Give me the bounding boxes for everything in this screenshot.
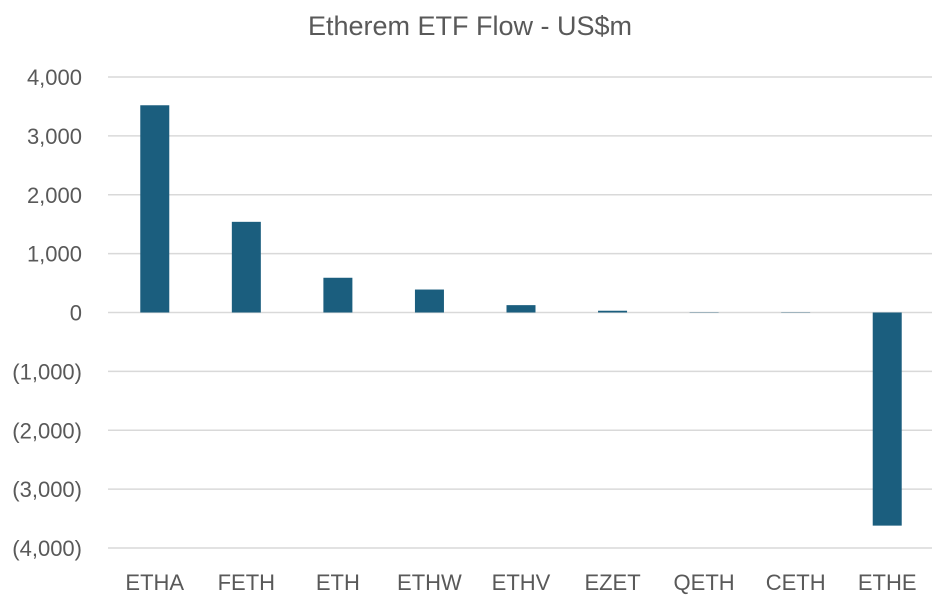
y-tick-label: 0 bbox=[70, 301, 82, 326]
x-category-label: CETH bbox=[766, 570, 826, 595]
y-tick-label: 1,000 bbox=[27, 242, 82, 267]
x-category-label: ETH bbox=[316, 570, 360, 595]
bar-ezet bbox=[598, 310, 628, 313]
bars bbox=[140, 105, 902, 526]
y-axis-tick-labels: 4,000 3,000 2,000 1,000 0 (1,000) (2,000) (3,00… bbox=[12, 65, 82, 561]
y-tick-label: (1,000) bbox=[12, 359, 82, 384]
y-tick-label: 2,000 bbox=[27, 183, 82, 208]
bar-eth bbox=[323, 277, 353, 313]
chart-title: Etherem ETF Flow - US$m bbox=[308, 11, 632, 41]
y-tick-label: 3,000 bbox=[27, 124, 82, 149]
y-tick-label: (4,000) bbox=[12, 536, 82, 561]
x-category-label: ETHW bbox=[397, 570, 462, 595]
bar-ethe bbox=[872, 312, 902, 526]
y-tick-label: (2,000) bbox=[12, 418, 82, 443]
x-category-label: FETH bbox=[218, 570, 275, 595]
y-tick-label: 4,000 bbox=[27, 65, 82, 90]
x-axis-category-labels: ETHA FETH ETH ETHW ETHV EZET QETH CETH ETHE bbox=[125, 570, 916, 595]
bar-ethw bbox=[414, 289, 444, 313]
bar-etha bbox=[140, 105, 170, 313]
x-category-label: QETH bbox=[674, 570, 735, 595]
bar-ethv bbox=[506, 305, 536, 313]
x-category-label: ETHE bbox=[858, 570, 917, 595]
x-category-label: ETHA bbox=[125, 570, 184, 595]
x-category-label: ETHV bbox=[492, 570, 551, 595]
bar-feth bbox=[231, 221, 261, 313]
y-tick-label: (3,000) bbox=[12, 477, 82, 502]
x-category-label: EZET bbox=[584, 570, 640, 595]
